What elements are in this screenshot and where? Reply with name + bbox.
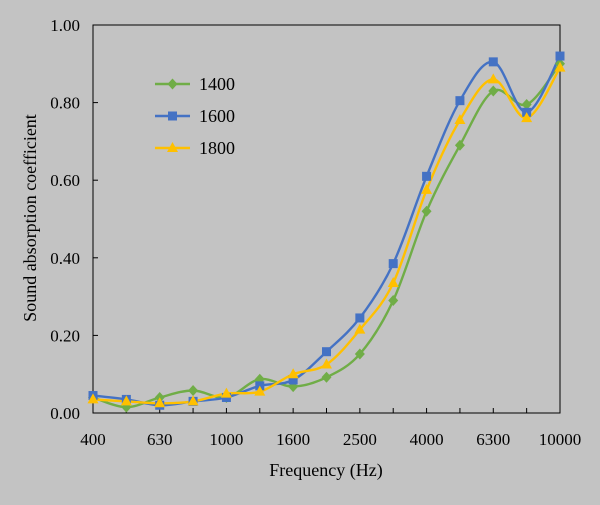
x-tick-label: 400	[80, 430, 106, 449]
data-point-1800	[487, 73, 499, 84]
series-lines	[92, 55, 562, 409]
data-point-1800	[321, 358, 332, 369]
data-point-1400	[521, 99, 532, 111]
series-line-1400	[92, 63, 561, 409]
data-point-1400	[388, 294, 399, 306]
data-point-1600	[355, 313, 365, 323]
y-tick-label: 0.80	[50, 94, 80, 113]
data-point-1800	[120, 395, 132, 406]
data-point-1800	[521, 112, 533, 123]
x-tick-label: 630	[147, 430, 173, 449]
series-line-1600	[92, 55, 562, 407]
legend-swatch-marker	[168, 111, 177, 121]
x-tick-label: 1600	[276, 430, 310, 449]
data-point-1800	[421, 183, 433, 194]
legend-label: 1400	[199, 74, 235, 94]
data-point-1800	[87, 393, 99, 404]
data-point-1600	[388, 259, 398, 269]
data-point-1400	[321, 371, 332, 383]
legend-item-1800: 1800	[155, 138, 235, 158]
y-tick-label: 0.20	[50, 326, 80, 345]
data-point-1800	[354, 323, 366, 334]
legend-item-1400: 1400	[155, 74, 235, 94]
y-tick-label: 0.60	[50, 171, 80, 190]
data-point-1800	[454, 114, 466, 125]
data-point-1800	[220, 387, 232, 398]
data-point-1800	[554, 61, 566, 72]
data-point-1800	[254, 385, 266, 396]
y-tick-label: 0.40	[50, 249, 80, 268]
data-point-1400	[454, 139, 465, 151]
data-point-1800	[387, 277, 399, 288]
legend-label: 1600	[199, 106, 235, 126]
data-point-1600	[288, 375, 298, 385]
data-point-1600	[488, 57, 498, 67]
data-point-1800	[287, 368, 299, 379]
series-markers	[87, 51, 566, 413]
axes: 0.00 0.20 0.40 0.60 0.80 1.00 400 630 1000 1600 25…	[50, 16, 581, 449]
data-point-1400	[188, 384, 199, 396]
data-point-1400	[421, 205, 432, 217]
legend-swatch-marker	[167, 142, 178, 152]
x-tick-label: 1000	[209, 430, 243, 449]
y-tick-label: 1.00	[50, 16, 80, 35]
y-tick-label: 0.00	[50, 404, 80, 423]
x-axis-title: Frequency (Hz)	[269, 460, 382, 481]
series-line-1800	[92, 67, 562, 405]
data-point-1600	[322, 347, 331, 357]
legend-item-1600: 1600	[155, 106, 235, 126]
data-point-1400	[488, 85, 499, 97]
data-point-1600	[422, 171, 432, 181]
x-tick-label: 4000	[410, 430, 444, 449]
legend-swatch-marker	[167, 78, 178, 90]
data-point-1400	[354, 348, 365, 360]
x-tick-label: 6300	[476, 430, 510, 449]
legend: 1400 1600 1800	[155, 74, 235, 158]
y-axis-title: Sound absorption coefficient	[20, 114, 40, 322]
data-point-1800	[187, 395, 199, 406]
legend-label: 1800	[199, 138, 235, 158]
x-tick-label: 10000	[539, 430, 582, 449]
data-point-1800	[154, 397, 166, 408]
data-point-1600	[455, 96, 465, 106]
data-point-1600	[555, 51, 565, 61]
x-tick-label: 2500	[343, 430, 377, 449]
